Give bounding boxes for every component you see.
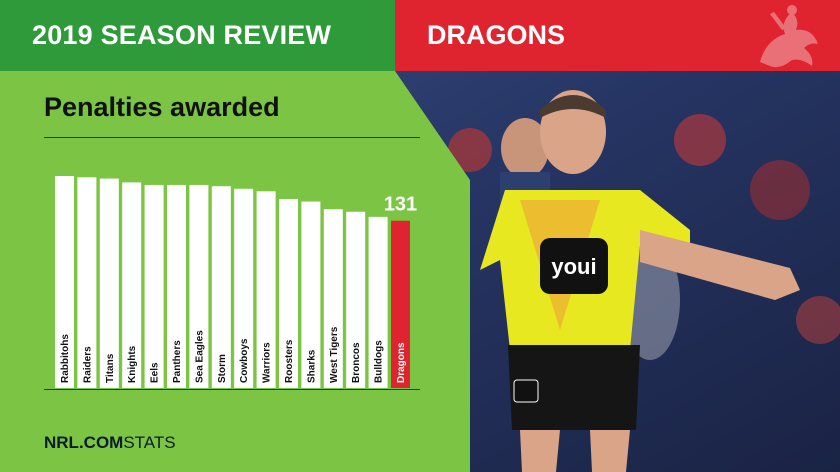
penalties-bar-chart: Rabbitohs Raiders Titans Knights Eels Panther… xyxy=(44,176,420,390)
tick-label-dragons: Dragons xyxy=(396,342,407,383)
tick-label-broncos: Broncos xyxy=(351,342,362,383)
bar-bulldogs xyxy=(368,216,388,388)
tick-label-roosters: Roosters xyxy=(284,339,295,383)
chart-title: Penalties awarded xyxy=(44,92,280,122)
bar-eels xyxy=(144,184,164,388)
tick-label-storm: Storm xyxy=(217,354,228,383)
header-left-title: 2019 SEASON REVIEW xyxy=(32,20,332,50)
tick-label-rabbitohs: Rabbitohs xyxy=(60,334,71,383)
title-divider xyxy=(44,137,420,138)
bar-broncos xyxy=(346,211,366,388)
tick-label-sea-eagles: Sea Eagles xyxy=(194,330,205,383)
bar-raiders xyxy=(77,177,97,388)
tick-label-bulldogs: Bulldogs xyxy=(374,340,385,383)
header-season-review: 2019 SEASON REVIEW xyxy=(0,0,395,71)
bar-panthers xyxy=(167,184,186,388)
tick-label-warriors: Warriors xyxy=(262,342,273,383)
bar-storm xyxy=(211,186,231,388)
tick-label-eels: Eels xyxy=(150,362,161,383)
bar-sharks xyxy=(301,201,321,388)
bar-cowboys xyxy=(234,188,254,388)
tick-label-panthers: Panthers xyxy=(172,340,183,383)
bar-rabbitohs xyxy=(55,176,74,388)
header-team: DRAGONS xyxy=(395,0,840,71)
dragon-emblem-icon xyxy=(760,5,818,68)
tick-label-titans: Titans xyxy=(105,353,116,383)
bar-titans xyxy=(99,178,119,388)
footer-brand-name: NRL.COM xyxy=(44,433,124,452)
bar-dragons xyxy=(391,220,410,388)
tick-label-west-tigers: West Tigers xyxy=(329,326,340,383)
bar-west-tigers xyxy=(323,209,343,388)
footer-brand: NRL.COMSTATS xyxy=(44,433,176,453)
tick-label-sharks: Sharks xyxy=(306,349,317,383)
tick-label-knights: Knights xyxy=(127,345,138,383)
header-right-title: DRAGONS xyxy=(427,20,566,50)
svg-text:youi: youi xyxy=(551,254,596,279)
bar-sea-eagles xyxy=(189,184,209,388)
bar-knights xyxy=(122,182,142,388)
highlight-value-label: 131 xyxy=(384,194,417,216)
bar-warriors xyxy=(256,191,276,388)
bar-roosters xyxy=(279,198,298,388)
footer-brand-suffix: STATS xyxy=(123,433,176,452)
tick-label-raiders: Raiders xyxy=(82,346,93,383)
tick-label-cowboys: Cowboys xyxy=(239,338,250,383)
